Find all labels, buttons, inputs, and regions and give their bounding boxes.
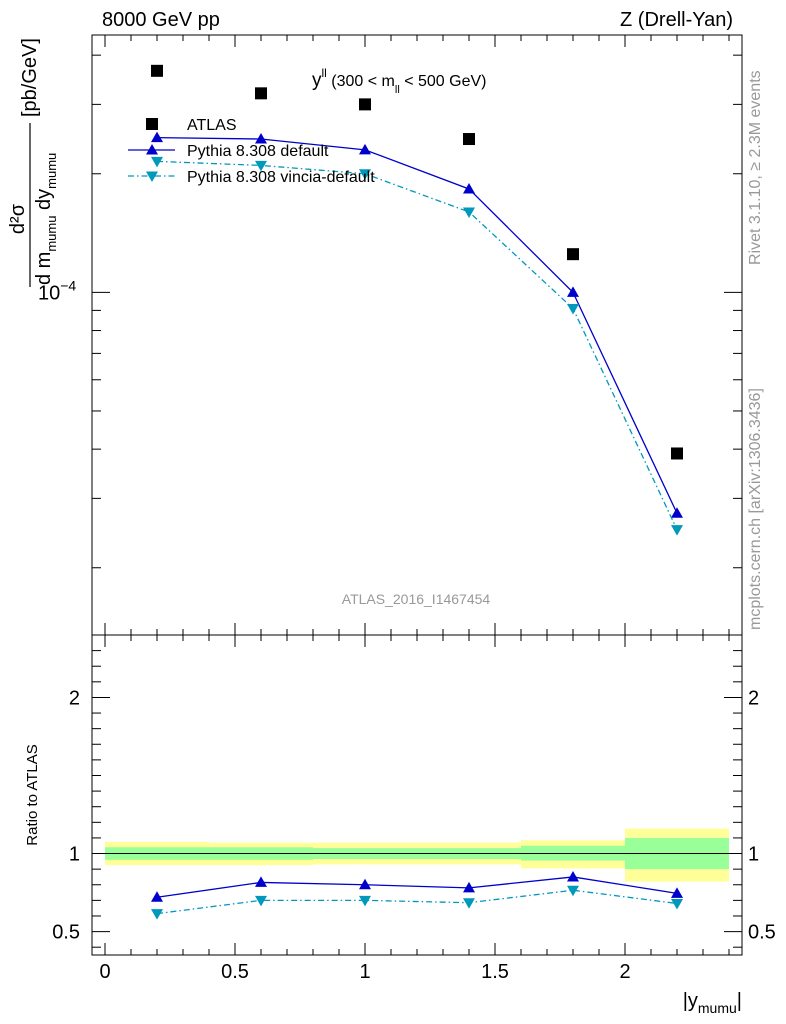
mc-line-main <box>156 136 678 514</box>
y-label-den-sub2: mumu <box>44 153 59 189</box>
vincia-mc-point <box>359 169 371 180</box>
x-tick-label: 1 <box>359 961 370 983</box>
analysis-watermark: ATLAS_2016_I1467454 <box>342 591 491 607</box>
y-tick-base: 10 <box>38 282 60 304</box>
y-tick-label: 1 <box>69 844 80 866</box>
vincia-mc-point <box>146 171 158 182</box>
plot-title-subscript: ll <box>395 84 400 96</box>
plot-title-main: y <box>312 70 322 91</box>
y-tick-label-right: 0.5 <box>748 922 776 944</box>
atlas-data-point <box>146 118 158 130</box>
vincia-mc-point <box>255 895 267 907</box>
x-tick-label: 1.5 <box>481 961 509 983</box>
y-tick-label: 0.5 <box>52 922 80 944</box>
default-mc-point <box>151 891 163 902</box>
vincia-mc-point <box>463 898 475 909</box>
legend: ATLAS Pythia 8.308 default Pythia 8.308 vi… <box>128 117 375 186</box>
y-label-den-sub1: mumu <box>44 216 59 252</box>
default-mc-point <box>567 870 579 882</box>
plot-title-superscript: ll <box>322 66 327 80</box>
vincia-mc-point <box>255 160 267 172</box>
plot-title-range-end: < 500 GeV) <box>400 73 487 90</box>
y-tick-label: 2 <box>69 687 80 709</box>
y-tick-label-right: 2 <box>748 687 759 709</box>
y-tick-label-right: 1 <box>748 844 759 866</box>
default-mc-point <box>463 182 475 194</box>
vincia-mc-point <box>359 895 371 907</box>
vincia-mc-point <box>151 156 163 168</box>
default-mc-point <box>671 507 683 518</box>
mc-line-ratio <box>156 889 678 915</box>
vincia-mc-point <box>151 909 163 920</box>
atlas-data-point <box>255 87 267 100</box>
mc-line-main <box>156 160 678 530</box>
plot-title: yll (300 < mll < 500 GeV) <box>312 66 486 96</box>
default-mc-point <box>463 881 475 893</box>
x-axis-label: |ymumu| <box>683 990 742 1016</box>
default-mc-point <box>146 144 158 155</box>
header-process-label: Z (Drell-Yan) <box>620 9 733 31</box>
plot-title-range: (300 < m <box>327 73 395 90</box>
legend-label: ATLAS <box>187 117 237 134</box>
ratio-plot-panel: 0 0.5 1 1.5 2 0.5 0.5 1 1 2 2 Ratio to ATLAS |ymumu| <box>24 634 776 1016</box>
x-tick-label: 2 <box>619 961 630 983</box>
default-mc-point <box>359 878 371 890</box>
x-label-a: |y <box>683 990 698 1012</box>
y-tick-label: 10−4 <box>38 277 76 304</box>
atlas-data-point <box>567 248 579 261</box>
atlas-data-point <box>671 447 683 460</box>
x-tick-label: 0 <box>99 961 110 983</box>
default-mc-point <box>567 286 579 297</box>
y-tick-exponent: −4 <box>60 277 76 293</box>
vincia-mc-point <box>463 207 475 218</box>
mc-line-ratio <box>156 876 678 898</box>
header-beam-label: 8000 GeV pp <box>102 9 220 31</box>
default-mc-point <box>255 876 267 887</box>
mcplots-label: mcplots.cern.ch [arXiv:1306.3436] <box>747 388 764 630</box>
y-label-den-a: d m <box>33 252 55 285</box>
default-mc-point <box>671 887 683 898</box>
y-label-unit: [pb/GeV] <box>19 38 41 117</box>
default-mc-point <box>151 131 163 143</box>
vincia-mc-point <box>567 303 579 315</box>
y-label-numerator: d²σ <box>7 203 29 234</box>
ratio-frame <box>91 634 743 956</box>
default-mc-point <box>255 133 267 144</box>
x-tick-label: 0.5 <box>221 961 249 983</box>
legend-label: Pythia 8.308 default <box>187 143 329 160</box>
atlas-data-point <box>359 98 371 111</box>
rivet-version-label: Rivet 3.1.10, ≥ 2.3M events <box>747 70 764 265</box>
atlas-data-point <box>463 133 475 146</box>
y-label-denominator: d mmumu dymumu <box>33 153 59 285</box>
ratio-y-axis-label: Ratio to ATLAS <box>24 744 41 845</box>
default-mc-point <box>359 143 371 155</box>
atlas-data-point <box>151 64 163 77</box>
x-label-sub: mumu <box>698 1000 737 1016</box>
vincia-mc-point <box>567 885 579 897</box>
legend-label: Pythia 8.308 vincia-default <box>187 169 375 186</box>
vincia-mc-point <box>671 898 683 910</box>
y-label-den-b: dy <box>33 189 55 216</box>
vincia-mc-point <box>671 525 683 536</box>
x-label-b: | <box>737 990 742 1012</box>
